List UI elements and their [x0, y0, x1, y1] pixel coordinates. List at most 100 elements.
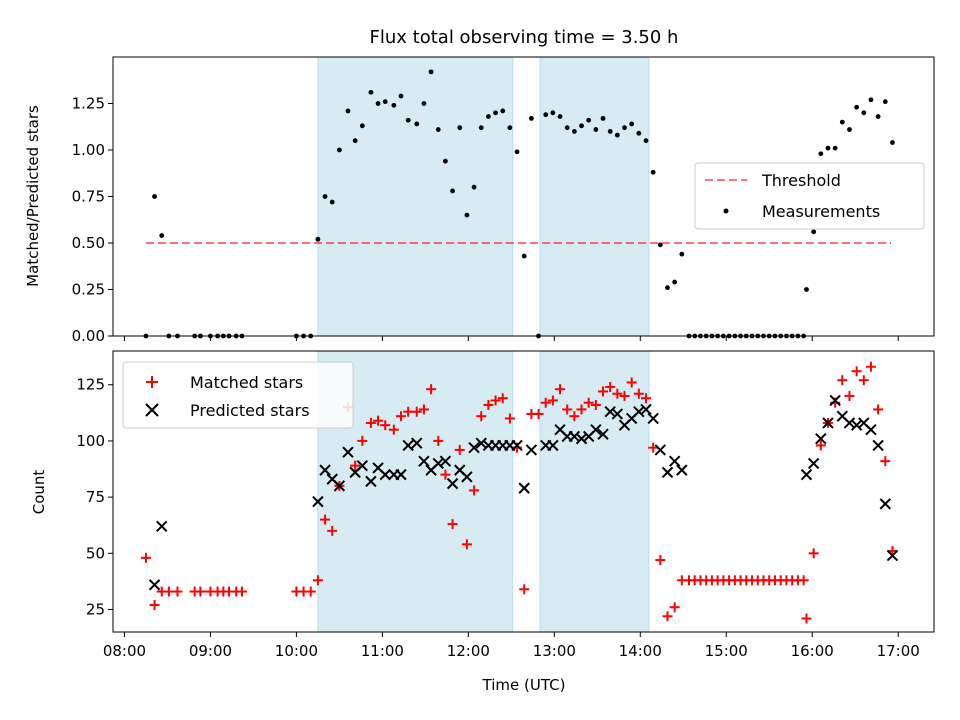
measurement-point — [514, 149, 520, 155]
measurement-point — [398, 93, 404, 99]
measurement-point — [493, 110, 498, 116]
matched-point — [490, 395, 501, 406]
matched-point — [440, 469, 451, 480]
matched-point — [476, 411, 487, 422]
predicted-point — [511, 439, 523, 452]
matched-point — [373, 415, 384, 426]
matched-point — [612, 388, 623, 399]
predicted-point — [611, 408, 624, 420]
predicted-point — [879, 498, 891, 510]
matched-point — [633, 388, 644, 399]
predicted-point — [379, 468, 391, 481]
predicted-point — [575, 432, 588, 445]
measurement-point — [428, 69, 434, 75]
measurement-point — [586, 117, 592, 123]
bottom-plot-area: 08:00 09:00 10:00 11:00 12:00 13:00 14:00 15:00… — [76, 350, 920, 660]
matched-point — [312, 575, 323, 586]
y-tick-label: 125 — [76, 376, 105, 394]
matched-point — [619, 390, 630, 401]
measurement-point — [345, 108, 351, 114]
measurement-point — [847, 127, 852, 132]
measurement-point — [607, 129, 613, 134]
x-tick-label: 17:00 — [877, 642, 920, 660]
matched-point — [533, 408, 544, 419]
top-ylabel: Matched/Predicted stars — [24, 105, 42, 287]
x-tick-label: 08:00 — [103, 642, 146, 660]
matched-point — [540, 397, 551, 408]
matched-point — [149, 600, 160, 611]
predicted-point — [640, 403, 652, 416]
predicted-point — [475, 437, 487, 449]
matched-point — [357, 435, 368, 446]
predicted-point — [815, 432, 827, 445]
bottom-legend-box — [122, 361, 354, 429]
measurement-point — [804, 287, 809, 292]
predicted-point — [886, 549, 899, 562]
measurement-point — [443, 158, 448, 164]
measurement-point — [600, 115, 606, 121]
measurements-legend-label: Measurements — [762, 202, 880, 221]
x-tick-label: 16:00 — [791, 642, 834, 660]
predicted-point — [865, 423, 877, 436]
measurement-point — [450, 188, 455, 194]
matched-point — [350, 460, 361, 471]
matched-legend-marker — [146, 376, 158, 388]
measurement-point — [657, 242, 663, 248]
measurement-point — [528, 115, 534, 121]
measurement-point — [336, 147, 342, 153]
measurement-point — [622, 125, 627, 131]
top-plot-area: 0.00 0.25 0.50 0.75 1.00 1.25 — [72, 56, 899, 345]
matched-point — [605, 381, 616, 392]
predicted-point — [312, 495, 324, 508]
matched-point — [555, 384, 566, 395]
predicted-point — [822, 417, 834, 429]
measurement-point — [614, 132, 620, 138]
y-tick-label: 75 — [86, 488, 105, 506]
matched-point — [320, 514, 331, 525]
y-tick-label: 0.25 — [72, 281, 105, 299]
measurement-point — [825, 145, 831, 151]
measurement-point — [375, 101, 381, 106]
predicted-point — [829, 394, 841, 407]
measurement-point — [464, 212, 470, 218]
chart-title: Flux total observing time = 3.50 h — [370, 27, 679, 48]
measurement-point — [421, 101, 427, 106]
predicted-point — [319, 464, 331, 476]
predicted-point — [668, 455, 681, 467]
matched-point — [569, 411, 580, 422]
threshold-legend-label: Threshold — [761, 171, 841, 190]
y-tick-label: 0.75 — [72, 188, 105, 206]
matched-point — [395, 411, 406, 422]
predicted-point — [418, 455, 430, 467]
y-tick-label: 1.25 — [72, 95, 105, 113]
matched-point — [798, 575, 809, 586]
measurement-point — [818, 151, 824, 157]
predicted-point — [590, 423, 602, 436]
bottom-panel: 08:00 09:00 10:00 11:00 12:00 13:00 14:00 15:00… — [30, 350, 935, 694]
matched-point — [851, 366, 862, 377]
matched-point — [305, 586, 316, 597]
measurement-point — [478, 125, 484, 131]
measurement-point — [629, 121, 635, 127]
x-tick-label: 10:00 — [275, 642, 318, 660]
predicted-point — [439, 455, 452, 467]
predicted-point — [356, 459, 369, 472]
measurement-point — [643, 138, 649, 144]
matched-point — [433, 435, 444, 446]
measurement-point — [471, 184, 477, 190]
predicted-point — [411, 437, 423, 449]
matched-point — [380, 420, 391, 431]
measurement-point — [665, 285, 670, 291]
measurement-point — [593, 127, 599, 132]
matched-point — [865, 361, 876, 372]
matched-point — [172, 586, 183, 597]
predicted-point — [850, 419, 863, 431]
matched-point — [388, 424, 399, 435]
predicted-point — [525, 444, 538, 456]
matched-point — [236, 586, 247, 597]
predicted-point — [402, 439, 414, 452]
measurement-point — [636, 130, 642, 136]
bottom-legend: Matched stars Predicted stars — [122, 361, 354, 429]
y-tick-label: 50 — [86, 544, 105, 562]
